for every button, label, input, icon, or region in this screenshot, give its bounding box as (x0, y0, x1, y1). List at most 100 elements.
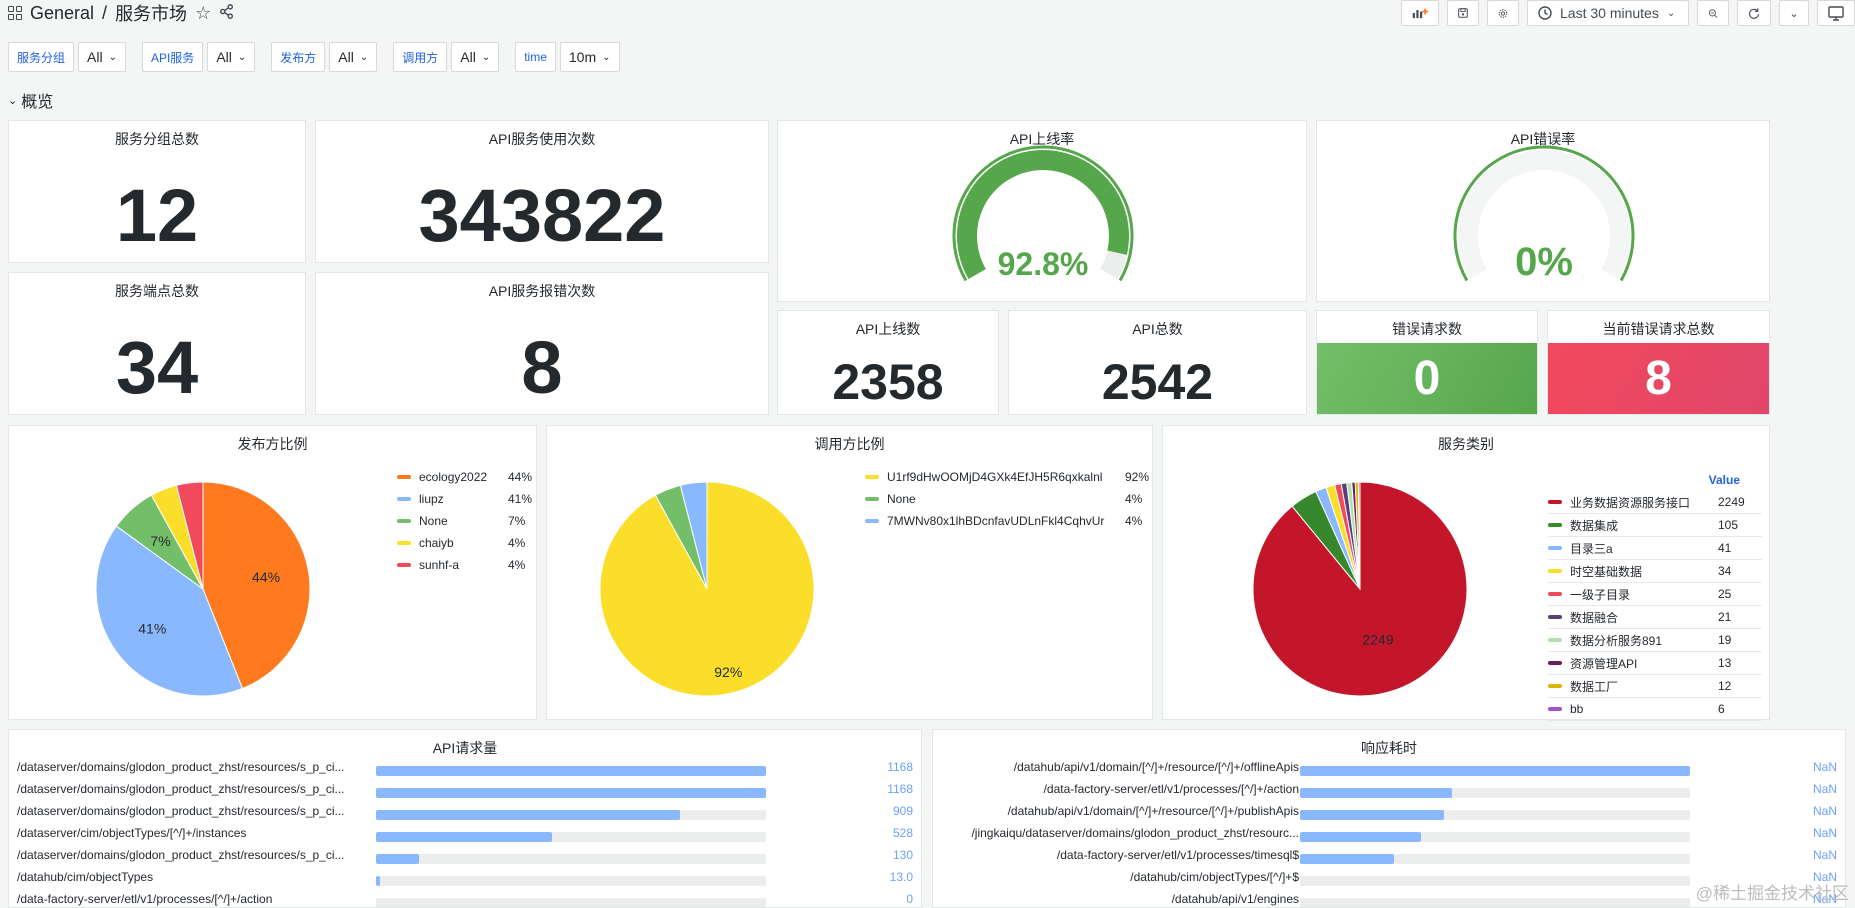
gauge-panel-online-rate: API上线率 92.8% (777, 120, 1307, 302)
legend-item[interactable]: 业务数据资源服务接口 2249 (1548, 491, 1762, 514)
stat-panel-api-usage: API服务使用次数 343822 (315, 120, 769, 263)
pie-data-label: 44% (252, 569, 280, 585)
bar-panel-api-requests: API请求量 /dataserver/domains/glodon_produc… (8, 729, 922, 908)
legend-swatch (1548, 592, 1562, 596)
legend-label: 7MWNv80x1lhBDcnfavUDLnFkl4CqhvUr (887, 514, 1105, 528)
legend-item[interactable]: 目录三a 41 (1548, 537, 1762, 560)
panel-title: API请求量 (432, 740, 498, 756)
time-range-picker[interactable]: Last 30 minutes ⌄ (1527, 0, 1689, 26)
legend-item[interactable]: ecology2022 44% (397, 466, 532, 488)
panel-title: 当前错误请求总数 (1602, 321, 1715, 337)
legend-label: 资源管理API (1570, 656, 1638, 671)
clock-icon (1538, 6, 1552, 20)
legend-item[interactable]: 时空基础数据 34 (1548, 560, 1762, 583)
legend-item[interactable]: 数据融合 21 (1548, 606, 1762, 629)
filter-value: All (460, 49, 476, 65)
bar-row: /datahub/api/v1/engines NaN (933, 892, 1845, 907)
refresh-icon (1748, 7, 1760, 19)
filter-select[interactable]: All ⌄ (329, 42, 378, 72)
bar-fill (1300, 810, 1445, 820)
legend-item[interactable]: 数据集成 105 (1548, 514, 1762, 537)
stat-panel-error-requests: 错误请求数 0 (1316, 310, 1538, 415)
filter-select[interactable]: 10m ⌄ (559, 42, 620, 72)
bar-label: /data-factory-server/etl/v1/processes/[^… (1043, 782, 1299, 796)
zoom-out-button[interactable] (1697, 0, 1729, 26)
tv-mode-button[interactable] (1817, 0, 1855, 26)
legend-swatch (1548, 546, 1562, 550)
legend-value: 34 (1718, 564, 1732, 578)
page-title: 服务市场 (115, 4, 188, 24)
legend-item[interactable]: 数据分析服务891 19 (1548, 629, 1762, 652)
refresh-interval-dropdown[interactable]: ⌄ (1779, 0, 1809, 26)
settings-button[interactable] (1487, 0, 1519, 26)
filter-label: 发布方 (271, 42, 326, 72)
row-collapse-toggle[interactable]: ⌄ 概览 (8, 88, 53, 112)
stat-value: 2358 (832, 354, 944, 410)
legend-item[interactable]: 7MWNv80x1lhBDcnfavUDLnFkl4CqhvUr 4% (865, 510, 1147, 532)
chevron-down-icon: ⌄ (237, 51, 247, 63)
save-dashboard-button[interactable] (1447, 0, 1479, 26)
legend-swatch (397, 497, 411, 501)
legend-item[interactable]: chaiyb 4% (397, 532, 532, 554)
star-icon[interactable]: ☆ (195, 2, 212, 23)
legend-item[interactable]: liupz 41% (397, 488, 532, 510)
panel-title: API上线数 (855, 321, 921, 337)
filter-select[interactable]: All ⌄ (451, 42, 500, 72)
filter-caller: 调用方 All ⌄ (393, 42, 500, 72)
pie-panel-publisher: 发布方比例 44% 41% 7% ecology2022 44% liupz 41% Non… (8, 425, 537, 720)
legend-item[interactable]: 资源管理API 13 (1548, 652, 1762, 675)
legend-swatch (1548, 615, 1562, 619)
filter-select[interactable]: All ⌄ (207, 42, 256, 72)
refresh-button[interactable] (1737, 0, 1771, 26)
pie-slice[interactable] (202, 481, 311, 690)
gauge: 92.8% (952, 145, 1134, 282)
legend-label: 时空基础数据 (1570, 564, 1643, 579)
legend-swatch (1548, 707, 1562, 711)
legend-value: 4% (508, 558, 526, 572)
pie-slice[interactable] (679, 481, 708, 590)
pie-slice[interactable] (95, 525, 244, 697)
legend-item[interactable]: 一级子目录 25 (1548, 583, 1762, 606)
legend-item[interactable]: None 4% (865, 488, 1147, 510)
legend-item[interactable]: U1rf9dHwOOMjD4GXk4EfJH5R6qxkalnl 92% (865, 466, 1149, 488)
legend-item[interactable]: sunhf-a 4% (397, 554, 532, 576)
pie-chart: 2249 (1252, 481, 1468, 697)
legend-value: 4% (508, 536, 526, 550)
add-panel-icon (1412, 8, 1428, 19)
filter-publisher: 发布方 All ⌄ (271, 42, 378, 72)
legend-header-value[interactable]: Value (1708, 472, 1740, 487)
bar-track (376, 788, 766, 798)
bar-row: /datahub/api/v1/domain/[^/]+/resource/[^… (933, 760, 1845, 782)
bar-label: /dataserver/domains/glodon_product_zhst/… (17, 848, 345, 862)
breadcrumb-folder[interactable]: General (30, 2, 95, 23)
bar-value: NaN (1812, 826, 1837, 840)
legend-label: chaiyb (419, 536, 454, 550)
stat-value: 0 (1317, 343, 1537, 414)
bar-row: /dataserver/cim/objectTypes/[^/]+/instan… (9, 826, 921, 848)
legend-swatch (1548, 500, 1562, 504)
pie-slice[interactable] (1357, 481, 1361, 590)
legend-item[interactable]: bb 6 (1548, 698, 1762, 721)
dashboards-grid-icon[interactable] (8, 6, 22, 20)
legend-label: 业务数据资源服务接口 (1570, 495, 1691, 510)
bar-fill (376, 810, 680, 820)
filter-select[interactable]: All ⌄ (78, 42, 126, 72)
bar-row: /datahub/cim/objectTypes 13.0 (9, 870, 921, 892)
stat-value: 12 (115, 174, 199, 257)
legend-value: 21 (1718, 610, 1732, 624)
bar-value: NaN (1812, 848, 1837, 862)
panel-title: 调用方比例 (814, 436, 885, 452)
filter-time: time 10m ⌄ (515, 42, 620, 72)
legend-item[interactable]: None 7% (397, 510, 532, 532)
bar-label: /datahub/api/v1/domain/[^/]+/resource/[^… (1007, 804, 1299, 818)
pie-slice[interactable] (175, 481, 204, 590)
filter-label: 服务分组 (8, 42, 75, 72)
legend-item[interactable]: 数据工厂 12 (1548, 675, 1762, 698)
share-icon[interactable] (219, 3, 234, 24)
chart-legend: ecology2022 44% liupz 41% None 7% chaiyb 4% sunh… (397, 466, 532, 576)
bar-row: /datahub/api/v1/domain/[^/]+/resource/[^… (933, 804, 1845, 826)
legend-swatch (1548, 523, 1562, 527)
stat-panel-api-error-count: API服务报错次数 8 (315, 272, 769, 415)
add-panel-button[interactable] (1401, 0, 1439, 26)
bar-row: /dataserver/domains/glodon_product_zhst/… (9, 848, 921, 870)
